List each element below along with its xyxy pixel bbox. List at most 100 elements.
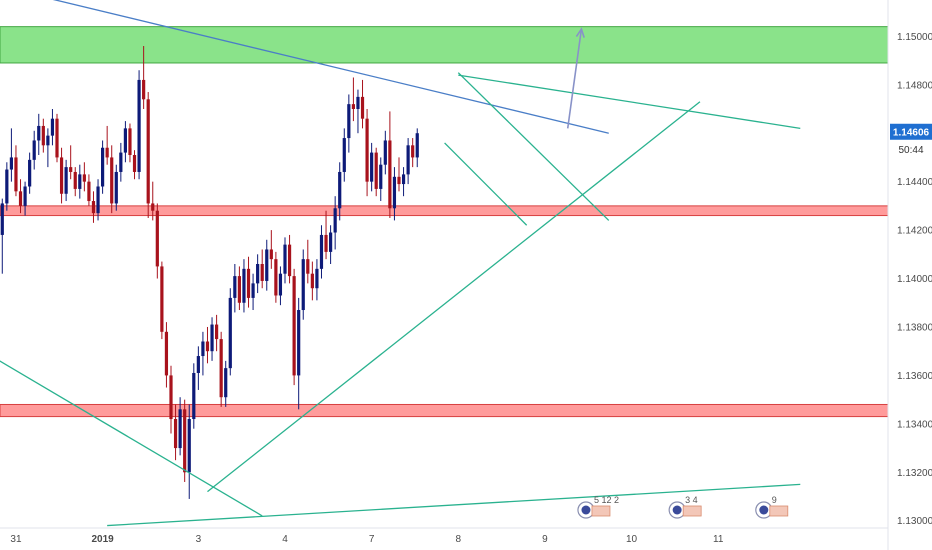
candle-body (14, 157, 18, 192)
candle-body (246, 268, 251, 298)
candle-body (128, 128, 132, 156)
candle-body (379, 164, 383, 189)
candle-body (274, 259, 278, 296)
candle-body (91, 201, 96, 214)
price-tick-label: 1.13400 (897, 419, 932, 430)
candle-body (237, 276, 241, 303)
candles (0, 46, 419, 499)
candle-body (205, 341, 210, 352)
candle-body (297, 310, 301, 376)
date-tick-label: 10 (626, 534, 638, 545)
candle-body (0, 203, 4, 235)
trendline-left-descending[interactable] (0, 298, 263, 517)
candle-body (374, 152, 378, 189)
price-tick-label: 1.13800 (897, 322, 932, 333)
candle-body (397, 176, 401, 185)
trendline-flag-lower[interactable] (444, 142, 528, 226)
candle-body (123, 128, 127, 153)
candle-body (401, 174, 406, 185)
candle-body (137, 79, 141, 172)
candle-body (187, 419, 191, 473)
price-tick-label: 1.13600 (897, 371, 932, 382)
projection-arrow[interactable] (566, 28, 583, 129)
candle-body (233, 276, 237, 298)
event-stripe (682, 505, 702, 517)
candle-body (96, 186, 100, 214)
current-price-label: 1.14606 (893, 127, 930, 138)
candle-body (215, 324, 219, 340)
candle-body (415, 133, 419, 158)
candle-body (324, 234, 328, 252)
current-price-marker: 1.14606 50:44 (890, 123, 932, 158)
candle-body (78, 174, 82, 189)
zone-supply (0, 26, 889, 64)
date-tick-label: 3 (196, 534, 202, 545)
candle-body (251, 283, 255, 298)
candle-body (392, 176, 397, 209)
bar-countdown: 50:44 (898, 145, 923, 156)
candle-body (360, 96, 365, 119)
candle-body (82, 174, 86, 182)
event-flag-inner (581, 505, 591, 515)
candle-body (142, 79, 146, 100)
event-badge[interactable]: 3 4 (668, 495, 702, 519)
date-tick-label: 8 (455, 534, 461, 545)
trendline-flag-upper[interactable] (457, 72, 610, 221)
candle-body (59, 157, 64, 194)
candle-body (173, 419, 178, 449)
zone-resistance-support-lower (0, 403, 889, 418)
candle-body (224, 368, 228, 398)
event-badge[interactable]: 5 12 2 (577, 495, 619, 519)
candle-body (119, 152, 123, 172)
candle-body (347, 104, 351, 139)
candle-body (32, 140, 36, 160)
price-tick-label: 1.14000 (897, 274, 932, 285)
date-tick-label: 9 (542, 534, 548, 545)
candle-body (411, 145, 415, 158)
trendline-bottom-rising[interactable] (107, 483, 801, 527)
price-tick-label: 1.15000 (897, 32, 932, 43)
trendline-rising-support[interactable] (207, 101, 701, 493)
candle-body (265, 249, 269, 281)
price-tick-label: 1.13200 (897, 468, 932, 479)
candle-body (351, 104, 355, 109)
candle-body (256, 264, 260, 284)
candle-body (388, 140, 392, 209)
event-stripe (769, 505, 789, 517)
candle-body (310, 273, 314, 289)
candle-body (69, 167, 73, 172)
event-label: 5 12 2 (594, 495, 619, 505)
candle-body (28, 159, 32, 187)
trendline-upper-channel[interactable] (458, 74, 801, 130)
event-flag-inner (672, 505, 682, 515)
time-axis[interactable]: 31 2019 3 4 7 8 9 10 11 (10, 534, 723, 545)
trendlines (0, 0, 801, 527)
candle-body (73, 171, 77, 189)
candle-body (114, 171, 118, 204)
candle-body (196, 356, 200, 373)
candle-body (105, 147, 109, 158)
current-price-box (890, 123, 932, 140)
candle-body (155, 210, 159, 267)
economic-events[interactable]: 5 12 2 3 4 9 (577, 495, 789, 519)
candle-body (269, 249, 273, 260)
date-tick-label: 2019 (91, 534, 114, 545)
candle-body (228, 297, 232, 369)
date-tick-label: 31 (10, 534, 22, 545)
candle-body (46, 135, 50, 146)
event-badge[interactable]: 9 (755, 495, 789, 519)
candle-body (23, 186, 27, 206)
trendline-long-downtrend[interactable] (0, 0, 609, 134)
candle-body (41, 125, 45, 146)
candle-body (160, 266, 164, 332)
candle-body (287, 244, 292, 277)
candle-body (178, 409, 182, 449)
price-tick-label: 1.14400 (897, 177, 932, 188)
candle-body (110, 157, 114, 204)
candle-body (319, 234, 324, 269)
candle-body (9, 157, 13, 170)
candle-body (210, 324, 214, 352)
candle-body (342, 138, 346, 172)
candle-body (315, 268, 319, 289)
